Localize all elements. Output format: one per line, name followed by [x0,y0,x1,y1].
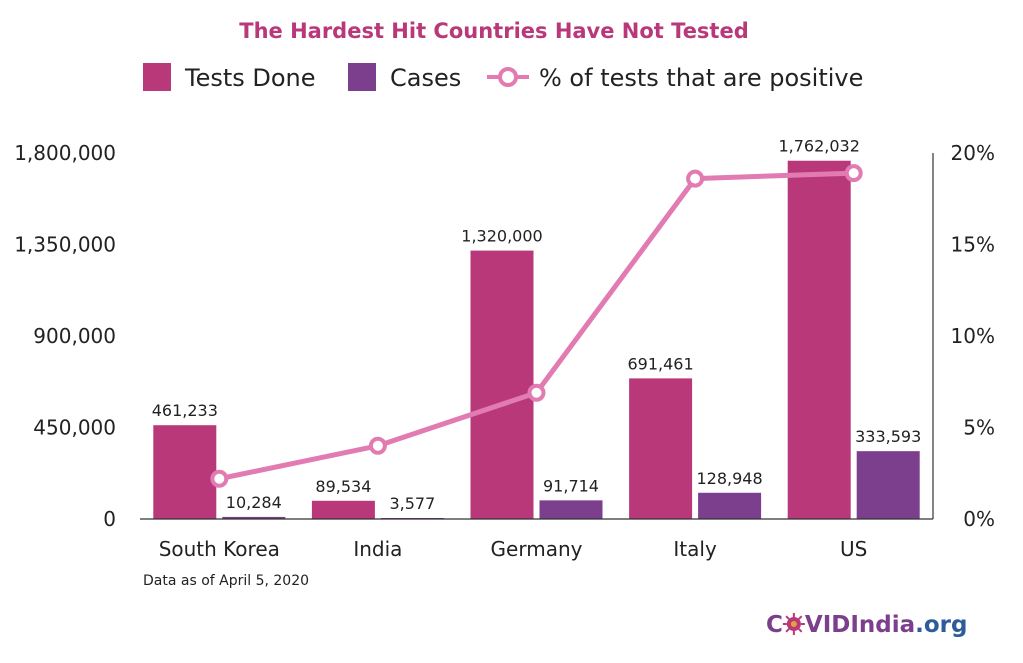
bar-tests-done-south-korea [153,425,217,519]
data-label: 691,461 [628,354,694,373]
y-left-tick-label: 900,000 [33,324,116,348]
data-label: 1,762,032 [778,137,859,156]
y-right-tick-label: 15% [951,233,995,257]
y-right-tick-label: 20% [951,141,995,165]
y-right-tick-label: 10% [951,324,995,348]
legend-label-tests-done: Tests Done [184,64,316,92]
virus-spike [798,628,803,633]
positive-rate-point [527,383,546,402]
footnote: Data as of April 5, 2020 [143,573,309,589]
data-label: 461,233 [152,401,218,420]
positive-rate-polyline [218,170,854,482]
virus-spike [785,628,790,633]
y-left-tick-label: 1,800,000 [14,141,116,165]
bar-tests-done-germany [470,250,534,519]
y-left-tick-label: 1,350,000 [14,233,116,257]
brand-part-tld: .org [915,612,967,638]
virus-center [790,621,797,627]
legend: Tests Done Cases % of tests that are pos… [143,63,863,92]
brand-text: C​VIDIndia.org [766,612,968,638]
data-label: 91,714 [543,476,599,495]
positive-rate-point [210,469,229,488]
brand-logo: C​VIDIndia.org [766,612,968,638]
x-tick-label: South Korea [159,537,280,561]
data-label: 1,320,000 [461,227,542,246]
bar-tests-done-india [311,500,375,519]
y-left-tick-label: 450,000 [33,416,116,440]
positive-rate-point [368,436,387,455]
bars [153,160,920,519]
data-label: 333,593 [855,427,921,446]
bar-cases-germany [539,500,603,519]
chart-title: The Hardest Hit Countries Have Not Teste… [239,19,749,43]
bar-cases-south-korea [222,516,286,519]
y-left-tick-label: 0 [103,507,116,531]
data-label: 89,534 [315,477,371,496]
data-label: 10,284 [226,493,282,512]
positive-rate-point [686,169,705,188]
legend-swatch-tests-done [143,63,171,91]
bar-tests-done-us [787,160,851,519]
data-labels: 461,233 10,284 89,534 3,577 1,320,000 91,714 6… [152,137,922,513]
bar-cases-us [856,451,920,519]
axes: South Korea India Germany Italy US 0 450,000 90… [14,141,995,561]
virus-spike [785,615,790,620]
y-right-tick-label: 5% [963,416,995,440]
brand-part-name: VIDIndia [805,612,915,638]
y-right-tick-label: 0% [963,507,995,531]
data-label: 128,948 [697,469,763,488]
positive-rate-line [210,164,863,488]
x-tick-label: Germany [491,537,583,561]
legend-swatch-cases [348,63,376,91]
bar-cases-italy [698,492,762,519]
positive-rate-point [844,164,863,183]
x-tick-label: US [840,537,867,561]
virus-icon-glyph [782,613,805,635]
legend-marker-positive [498,67,518,87]
data-label: 3,577 [389,494,435,513]
brand-part-c: C [766,612,783,638]
x-tick-label: Italy [673,537,717,561]
bar-tests-done-italy [629,378,693,519]
legend-label-positive: % of tests that are positive [539,64,863,92]
legend-label-cases: Cases [390,64,461,92]
x-tick-label: India [353,537,402,561]
virus-spike [798,615,803,620]
